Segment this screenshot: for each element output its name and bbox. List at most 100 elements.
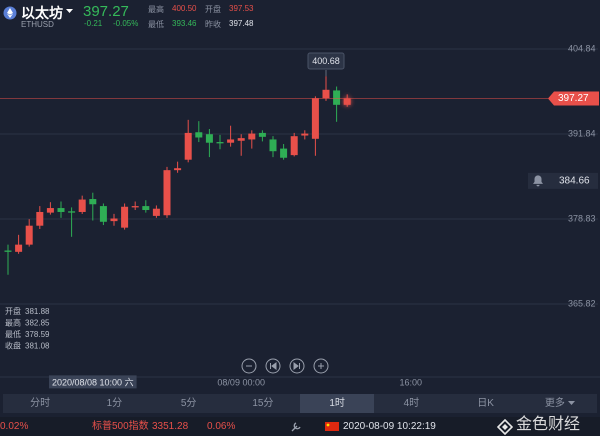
dropdown-arrow — [567, 401, 575, 405]
candle-body — [258, 132, 266, 137]
candle-body — [227, 139, 235, 143]
candle — [174, 161, 182, 173]
price: 397.27 — [83, 3, 129, 20]
x-tick-label: 08/09 00:00 — [217, 377, 265, 387]
coin-code: ETHUSD — [21, 20, 54, 29]
crosshair-x-label: 2020/08/08 10:00 六 — [52, 376, 134, 387]
scroll-left-button[interactable] — [265, 358, 281, 374]
candle-body — [290, 136, 298, 156]
candle — [110, 213, 118, 226]
candle — [78, 195, 86, 214]
candle-body — [269, 139, 277, 152]
candle-body — [343, 98, 351, 105]
candle — [121, 203, 129, 230]
brand-logo — [497, 419, 513, 435]
max-label-box — [307, 52, 345, 70]
candle-body — [68, 211, 76, 213]
candle — [248, 130, 256, 149]
period-tab[interactable]: 15分 — [252, 398, 274, 409]
candle-body — [110, 218, 118, 222]
candle — [322, 76, 330, 101]
period-tab[interactable]: 1分 — [106, 398, 123, 409]
candle — [343, 94, 351, 107]
period-tab[interactable]: 日K — [477, 398, 494, 409]
period-tab[interactable]: 1时 — [300, 394, 375, 413]
candle — [131, 201, 139, 211]
candle — [163, 166, 171, 218]
candle — [4, 244, 12, 275]
candle — [237, 134, 245, 156]
info-value: 381.08 — [25, 342, 50, 351]
candle-body — [216, 142, 224, 144]
candle — [205, 128, 213, 158]
candle-body — [174, 168, 182, 171]
candle — [25, 219, 33, 247]
alert-price-label: 384.66 — [559, 176, 590, 187]
candle-body — [195, 132, 203, 138]
alert-tag — [528, 172, 598, 189]
stat-label: 昨收 — [205, 20, 221, 29]
candle — [46, 202, 54, 215]
period-tabs: 分时 1分 5分 15分 1时 4时 日K 更多 — [3, 394, 597, 413]
index-name[interactable]: 标普500指数 — [92, 421, 149, 432]
candle — [216, 134, 224, 150]
zoom-in-button[interactable] — [313, 358, 329, 374]
candle — [36, 206, 44, 229]
period-tab[interactable]: 分时 — [30, 398, 51, 409]
ticker-bar: 0.02% 标普500指数 3351.28 0.06% 2020-08-09 1… — [0, 416, 600, 436]
y-tick-label: 365.82 — [568, 298, 596, 308]
stat-label: 开盘 — [205, 5, 221, 14]
flag-icon — [325, 422, 339, 431]
candlestick-chart: 404.84 391.84 378.83 365.82 2020/08/08 10:00… — [0, 43, 600, 389]
candle-body — [163, 170, 171, 216]
info-label: 收盘 — [5, 341, 21, 351]
change: -0.21 — [84, 19, 103, 28]
candle — [184, 119, 192, 163]
brand: 金色财经 — [516, 416, 581, 433]
period-tab[interactable]: 更多 — [523, 394, 597, 413]
candle-body — [131, 206, 139, 208]
info-label: 最高 — [5, 318, 21, 328]
dropdown-arrow[interactable] — [66, 9, 73, 14]
candle-body — [184, 132, 192, 160]
stat-value: 400.50 — [172, 4, 197, 13]
candle — [89, 192, 97, 221]
candle-body — [4, 250, 12, 252]
candle — [311, 96, 319, 156]
ticker-pct: 0.02% — [0, 421, 29, 432]
candle — [227, 125, 235, 147]
candle — [290, 132, 298, 157]
period-tab[interactable]: 5分 — [180, 398, 197, 409]
candle — [15, 234, 23, 254]
zoom-controls — [241, 358, 329, 374]
y-tick-label: 404.84 — [568, 43, 596, 53]
candle-body — [46, 208, 54, 213]
candle-body — [36, 211, 44, 226]
candle-body — [57, 208, 65, 212]
y-tick-label: 378.83 — [568, 213, 596, 223]
stat-value: 397.53 — [229, 4, 254, 13]
info-label: 开盘 — [5, 306, 21, 316]
period-tab[interactable]: 4时 — [403, 398, 420, 409]
coin-name[interactable]: 以太坊 — [21, 5, 63, 21]
candle — [333, 86, 341, 122]
scroll-right-button[interactable] — [289, 358, 305, 374]
candle-body — [322, 89, 330, 99]
candle-body — [78, 199, 86, 212]
candle-body — [237, 138, 245, 141]
zoom-out-button[interactable] — [241, 358, 257, 374]
last-price-tag — [548, 91, 599, 106]
tool-icon[interactable] — [290, 421, 302, 433]
candle-body — [89, 199, 97, 205]
crosshair-label-box — [49, 375, 137, 389]
candle — [280, 144, 288, 160]
info-value: 378.59 — [25, 330, 50, 339]
candle-body — [301, 133, 309, 136]
stat-value: 397.48 — [229, 19, 254, 28]
candle — [258, 130, 266, 142]
candle-body — [25, 225, 33, 245]
candle-body — [311, 98, 319, 139]
candle — [269, 136, 277, 158]
candle-body — [205, 134, 213, 143]
candle — [195, 121, 203, 143]
